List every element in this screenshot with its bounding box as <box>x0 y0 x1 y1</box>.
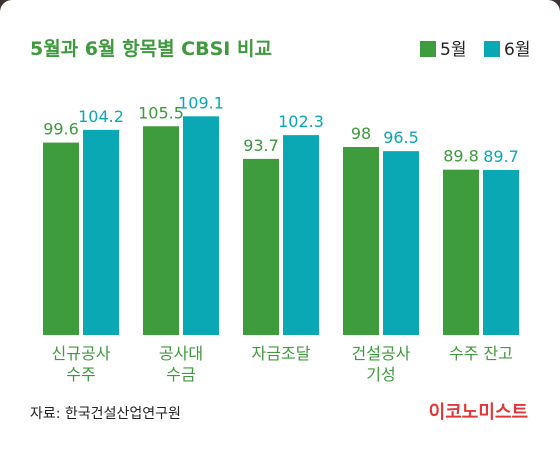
value-label-may-4: 98 <box>351 124 371 143</box>
value-label-may-2: 105.5 <box>138 103 184 122</box>
brand-logo: 이코노미스트 <box>429 402 528 423</box>
value-label-may-1: 99.6 <box>43 120 79 139</box>
bar-june-4 <box>383 151 419 335</box>
value-label-june-5: 89.7 <box>483 147 519 166</box>
bar-june-2 <box>183 116 219 335</box>
legend-swatch-may <box>420 41 436 57</box>
legend-swatch-june <box>484 41 500 57</box>
category-label-2-line-1: 공사대 <box>159 344 203 363</box>
category-label-2-line-2: 수금 <box>166 365 195 384</box>
legend-label-june: 6월 <box>504 40 530 60</box>
category-label-4-line-1: 건설공사 <box>352 344 411 363</box>
chart-title: 5월과 6월 항목별 CBSI 비교 <box>30 38 272 60</box>
category-label-1-line-1: 신규공사 <box>52 344 111 363</box>
bar-may-4 <box>343 147 379 335</box>
value-label-june-2: 109.1 <box>178 93 224 112</box>
value-label-june-4: 96.5 <box>383 128 419 147</box>
category-label-4-line-2: 기성 <box>366 365 395 384</box>
bar-may-2 <box>143 126 179 335</box>
category-label-1-line-2: 수주 <box>66 365 95 384</box>
bar-june-1 <box>83 129 119 335</box>
bar-may-5 <box>443 169 479 335</box>
legend-label-may: 5월 <box>440 40 466 60</box>
source-note: 자료: 한국건설산업연구원 <box>30 406 181 422</box>
bar-june-3 <box>283 135 319 335</box>
bar-may-3 <box>243 158 279 335</box>
category-label-3-line-1: 자금조달 <box>252 344 311 363</box>
value-label-june-3: 102.3 <box>278 112 324 131</box>
bar-may-1 <box>43 142 79 335</box>
value-label-may-3: 93.7 <box>243 136 279 155</box>
value-label-june-1: 104.2 <box>78 107 124 126</box>
category-label-5-line-1: 수주 잔고 <box>449 344 513 363</box>
bar-june-5 <box>483 169 519 335</box>
value-label-may-5: 89.8 <box>443 147 479 166</box>
